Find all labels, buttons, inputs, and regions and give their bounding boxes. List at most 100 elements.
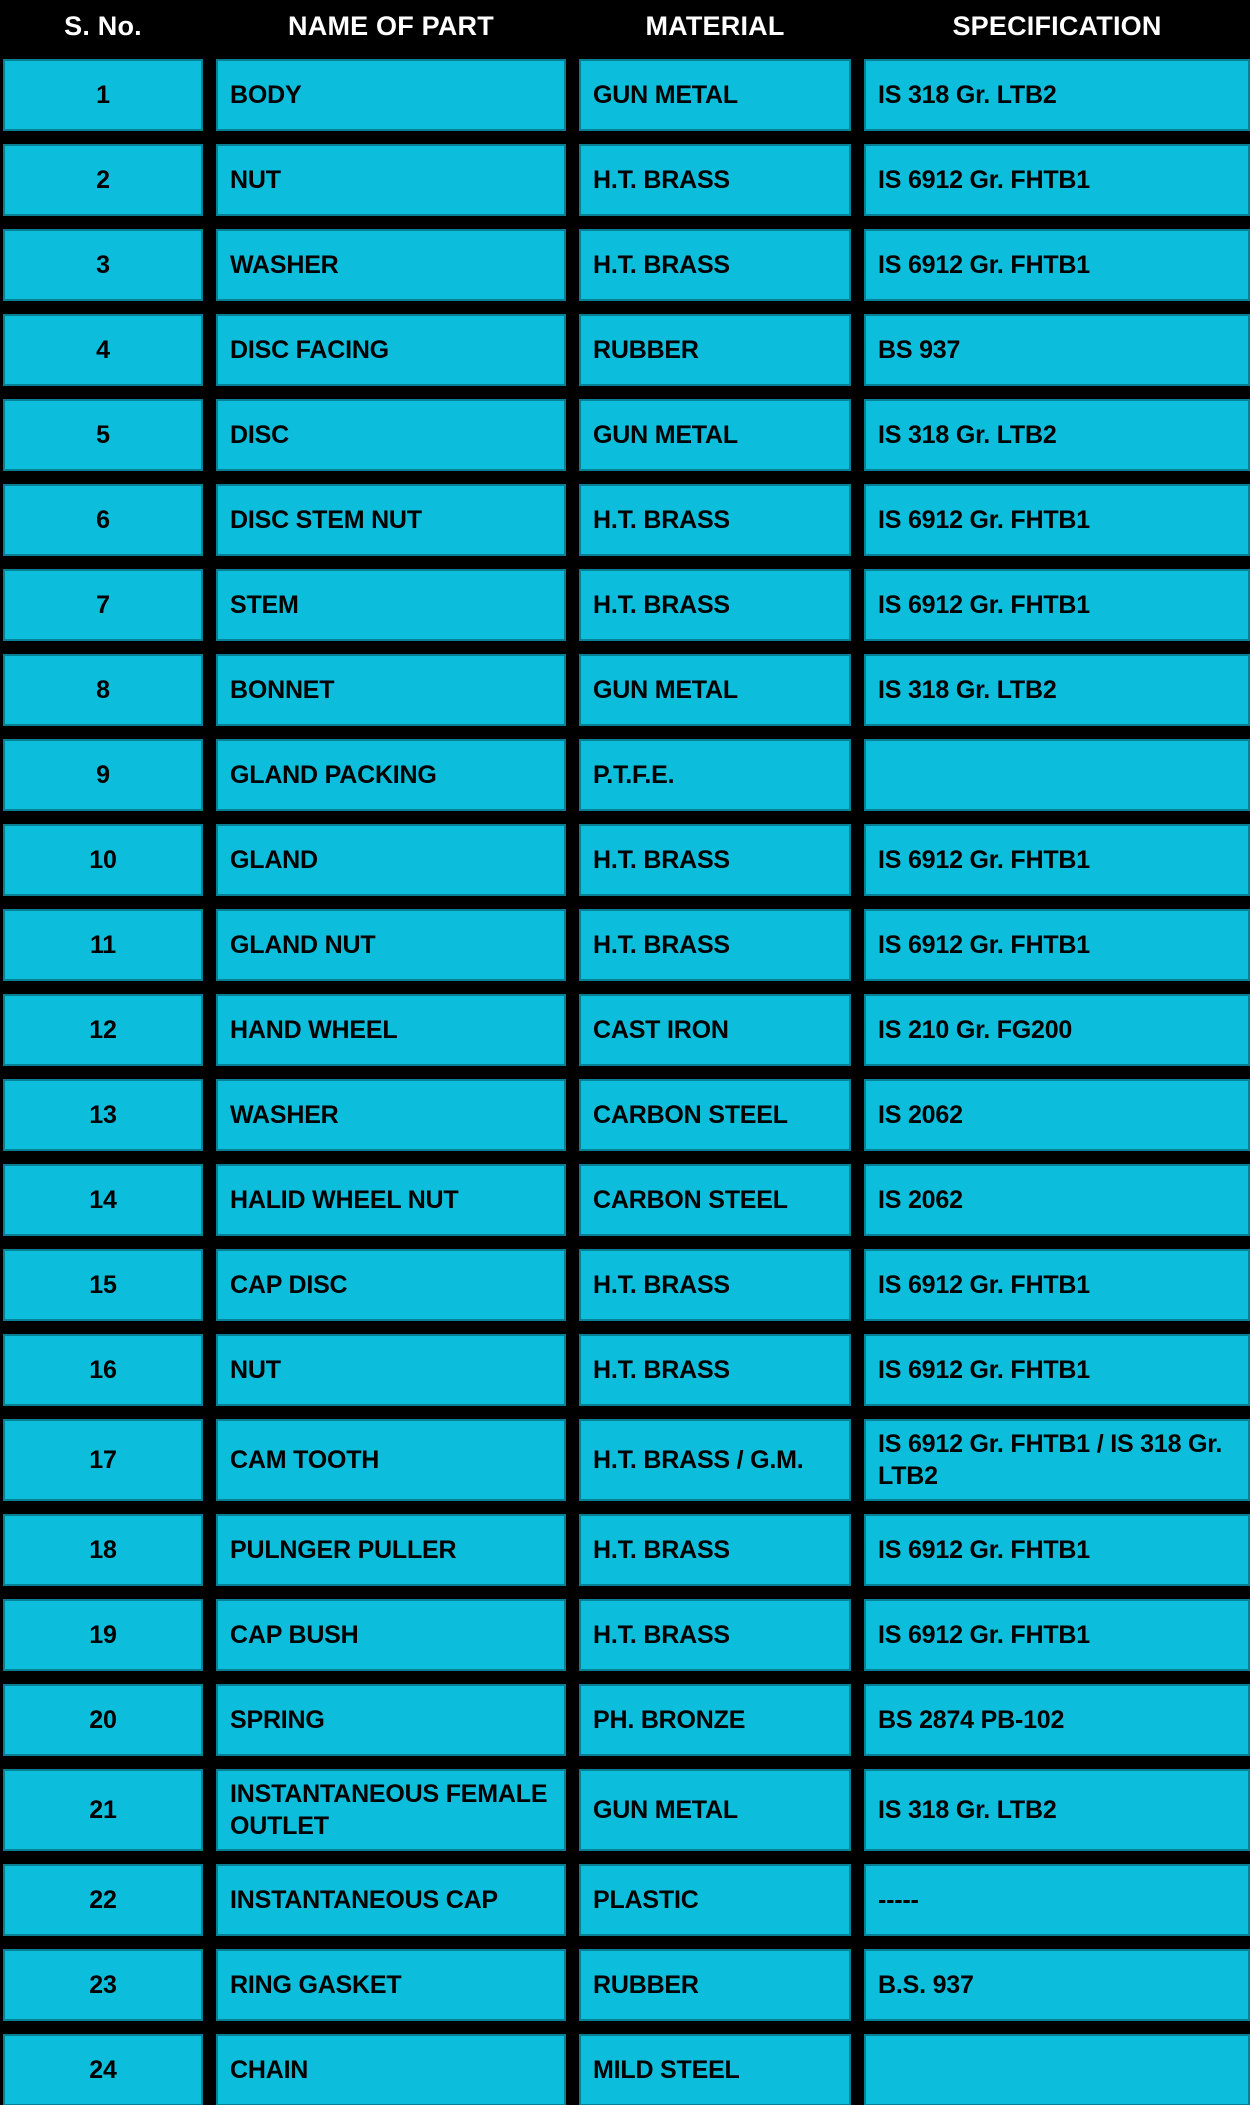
table-row: 7 STEM H.T. BRASS IS 6912 Gr. FHTB1 (3, 569, 1250, 641)
cell-part-name: NUT (216, 1334, 566, 1406)
cell-serial-number: 1 (3, 59, 203, 131)
cell-part-name: GLAND PACKING (216, 739, 566, 811)
cell-specification: IS 6912 Gr. FHTB1 (864, 824, 1250, 896)
cell-material: GUN METAL (579, 1769, 851, 1851)
table-row: 21 INSTANTANEOUS FEMALE OUTLET GUN METAL… (3, 1769, 1250, 1851)
table-row: 2 NUT H.T. BRASS IS 6912 Gr. FHTB1 (3, 144, 1250, 216)
cell-serial-number: 24 (3, 2034, 203, 2105)
cell-material: CARBON STEEL (579, 1079, 851, 1151)
cell-specification: IS 6912 Gr. FHTB1 (864, 1514, 1250, 1586)
cell-specification: IS 6912 Gr. FHTB1 (864, 1334, 1250, 1406)
cell-specification: ----- (864, 1864, 1250, 1936)
column-header-name-of-part: NAME OF PART (288, 10, 494, 41)
table-row: 22 INSTANTANEOUS CAP PLASTIC ----- (3, 1864, 1250, 1936)
cell-serial-number: 14 (3, 1164, 203, 1236)
cell-material: H.T. BRASS (579, 1514, 851, 1586)
table-row: 24 CHAIN MILD STEEL (3, 2034, 1250, 2105)
table-row: 16 NUT H.T. BRASS IS 6912 Gr. FHTB1 (3, 1334, 1250, 1406)
table-row: 19 CAP BUSH H.T. BRASS IS 6912 Gr. FHTB1 (3, 1599, 1250, 1671)
cell-serial-number: 4 (3, 314, 203, 386)
table-row: 13 WASHER CARBON STEEL IS 2062 (3, 1079, 1250, 1151)
table-row: 17 CAM TOOTH H.T. BRASS / G.M. IS 6912 G… (3, 1419, 1250, 1501)
cell-part-name: INSTANTANEOUS FEMALE OUTLET (216, 1769, 566, 1851)
cell-part-name: CAP BUSH (216, 1599, 566, 1671)
cell-specification: B.S. 937 (864, 1949, 1250, 2021)
cell-part-name: GLAND (216, 824, 566, 896)
column-header-specification: SPECIFICATION (952, 10, 1162, 41)
cell-material: RUBBER (579, 1949, 851, 2021)
table-body: 1 BODY GUN METAL IS 318 Gr. LTB2 2 NUT H… (3, 59, 1250, 2105)
cell-material: GUN METAL (579, 399, 851, 471)
cell-serial-number: 21 (3, 1769, 203, 1851)
cell-material: PH. BRONZE (579, 1684, 851, 1756)
table-row: 8 BONNET GUN METAL IS 318 Gr. LTB2 (3, 654, 1250, 726)
cell-specification: BS 2874 PB-102 (864, 1684, 1250, 1756)
cell-serial-number: 12 (3, 994, 203, 1066)
cell-serial-number: 15 (3, 1249, 203, 1321)
cell-specification: IS 2062 (864, 1164, 1250, 1236)
cell-specification (864, 2034, 1250, 2105)
cell-specification: IS 6912 Gr. FHTB1 (864, 144, 1250, 216)
cell-part-name: CHAIN (216, 2034, 566, 2105)
cell-specification: IS 318 Gr. LTB2 (864, 399, 1250, 471)
cell-serial-number: 10 (3, 824, 203, 896)
table-row: 3 WASHER H.T. BRASS IS 6912 Gr. FHTB1 (3, 229, 1250, 301)
cell-serial-number: 18 (3, 1514, 203, 1586)
column-header-sno: S. No. (64, 10, 142, 41)
cell-material: H.T. BRASS (579, 1334, 851, 1406)
cell-specification (864, 739, 1250, 811)
cell-serial-number: 6 (3, 484, 203, 556)
cell-material: H.T. BRASS (579, 1599, 851, 1671)
table-row: 1 BODY GUN METAL IS 318 Gr. LTB2 (3, 59, 1250, 131)
cell-serial-number: 22 (3, 1864, 203, 1936)
cell-specification: IS 6912 Gr. FHTB1 (864, 484, 1250, 556)
table-row: 20 SPRING PH. BRONZE BS 2874 PB-102 (3, 1684, 1250, 1756)
cell-specification: IS 2062 (864, 1079, 1250, 1151)
cell-specification: IS 6912 Gr. FHTB1 / IS 318 Gr. LTB2 (864, 1419, 1250, 1501)
table-row: 6 DISC STEM NUT H.T. BRASS IS 6912 Gr. F… (3, 484, 1250, 556)
cell-serial-number: 11 (3, 909, 203, 981)
cell-material: H.T. BRASS / G.M. (579, 1419, 851, 1501)
cell-material: H.T. BRASS (579, 569, 851, 641)
cell-material: RUBBER (579, 314, 851, 386)
table-row: 9 GLAND PACKING P.T.F.E. (3, 739, 1250, 811)
cell-part-name: DISC STEM NUT (216, 484, 566, 556)
cell-part-name: SPRING (216, 1684, 566, 1756)
cell-material: GUN METAL (579, 59, 851, 131)
cell-serial-number: 3 (3, 229, 203, 301)
table-row: 14 HALID WHEEL NUT CARBON STEEL IS 2062 (3, 1164, 1250, 1236)
cell-serial-number: 20 (3, 1684, 203, 1756)
cell-serial-number: 16 (3, 1334, 203, 1406)
cell-part-name: DISC FACING (216, 314, 566, 386)
cell-material: H.T. BRASS (579, 484, 851, 556)
cell-serial-number: 5 (3, 399, 203, 471)
cell-part-name: GLAND NUT (216, 909, 566, 981)
cell-material: P.T.F.E. (579, 739, 851, 811)
cell-serial-number: 17 (3, 1419, 203, 1501)
cell-specification: IS 318 Gr. LTB2 (864, 59, 1250, 131)
cell-part-name: CAP DISC (216, 1249, 566, 1321)
cell-serial-number: 2 (3, 144, 203, 216)
cell-part-name: BONNET (216, 654, 566, 726)
table-row: 23 RING GASKET RUBBER B.S. 937 (3, 1949, 1250, 2021)
table-header-row: S. No. NAME OF PART MATERIAL SPECIFICATI… (3, 0, 1250, 46)
cell-part-name: INSTANTANEOUS CAP (216, 1864, 566, 1936)
cell-serial-number: 19 (3, 1599, 203, 1671)
cell-part-name: DISC (216, 399, 566, 471)
cell-material: CARBON STEEL (579, 1164, 851, 1236)
table-row: 4 DISC FACING RUBBER BS 937 (3, 314, 1250, 386)
cell-part-name: PULNGER PULLER (216, 1514, 566, 1586)
cell-part-name: HALID WHEEL NUT (216, 1164, 566, 1236)
table-row: 12 HAND WHEEL CAST IRON IS 210 Gr. FG200 (3, 994, 1250, 1066)
cell-specification: IS 6912 Gr. FHTB1 (864, 1249, 1250, 1321)
cell-specification: BS 937 (864, 314, 1250, 386)
table-row: 15 CAP DISC H.T. BRASS IS 6912 Gr. FHTB1 (3, 1249, 1250, 1321)
cell-serial-number: 8 (3, 654, 203, 726)
cell-part-name: RING GASKET (216, 1949, 566, 2021)
table-row: 5 DISC GUN METAL IS 318 Gr. LTB2 (3, 399, 1250, 471)
cell-specification: IS 6912 Gr. FHTB1 (864, 909, 1250, 981)
cell-specification: IS 6912 Gr. FHTB1 (864, 229, 1250, 301)
cell-part-name: STEM (216, 569, 566, 641)
cell-material: H.T. BRASS (579, 1249, 851, 1321)
cell-specification: IS 210 Gr. FG200 (864, 994, 1250, 1066)
